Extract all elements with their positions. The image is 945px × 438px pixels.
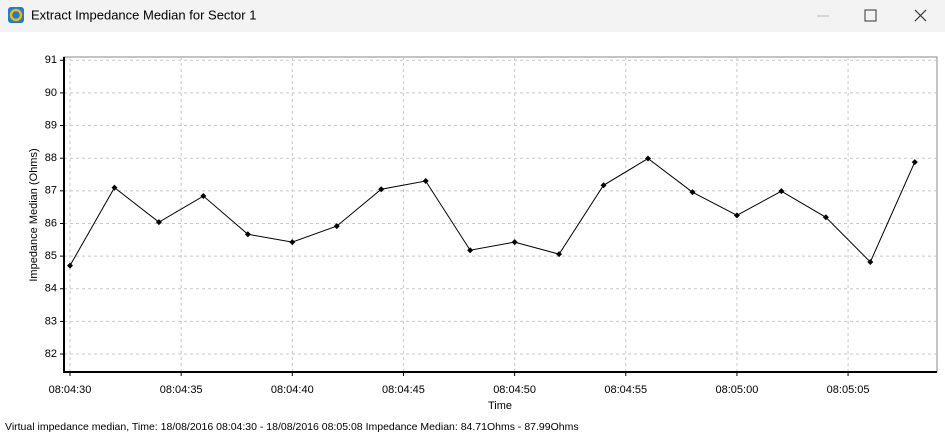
data-line xyxy=(69,157,916,266)
y-tick-label: 82 xyxy=(45,348,57,360)
x-tick-label: 08:05:00 xyxy=(716,384,759,396)
x-tick-label: 08:04:50 xyxy=(493,384,536,396)
data-point xyxy=(333,223,340,230)
y-tick-label: 84 xyxy=(45,283,57,295)
data-point xyxy=(600,182,607,189)
y-tick-label: 88 xyxy=(45,152,57,164)
close-button[interactable] xyxy=(914,9,927,22)
data-point xyxy=(378,186,385,193)
x-tick-label: 08:04:55 xyxy=(604,384,647,396)
maximize-button[interactable] xyxy=(864,9,877,22)
y-tick-label: 90 xyxy=(45,87,57,99)
x-tick-label: 08:04:40 xyxy=(271,384,314,396)
title-bar xyxy=(0,0,945,32)
x-tick-label: 08:04:35 xyxy=(160,384,203,396)
data-point xyxy=(778,188,785,195)
y-tick-label: 87 xyxy=(45,185,57,197)
y-tick-label: 86 xyxy=(45,217,57,229)
data-point xyxy=(289,239,296,246)
data-point xyxy=(422,178,429,185)
x-axis-label: Time xyxy=(488,400,512,412)
data-point xyxy=(200,193,207,200)
data-point xyxy=(511,239,518,246)
data-point xyxy=(556,251,563,258)
x-tick-label: 08:05:05 xyxy=(827,384,870,396)
y-axis-label: Impedance Median (Ohms) xyxy=(28,148,40,281)
status-text: Virtual impedance median, Time: 18/08/20… xyxy=(5,421,579,433)
window-title: Extract Impedance Median for Sector 1 xyxy=(31,7,256,22)
data-point xyxy=(911,159,918,166)
data-point xyxy=(467,247,474,254)
data-point xyxy=(244,231,251,238)
chart: 82 83 84 85 86 87 88 89 90 91 08:04:30 08:04:35 08:0… xyxy=(45,54,937,396)
x-tick-label: 08:04:30 xyxy=(49,384,92,396)
data-point xyxy=(822,214,829,221)
data-point xyxy=(111,184,118,191)
app-icon xyxy=(8,7,24,23)
y-tick-label: 89 xyxy=(45,119,57,131)
x-tick-label: 08:04:45 xyxy=(382,384,425,396)
data-point xyxy=(733,212,740,219)
y-tick-label: 91 xyxy=(45,54,57,66)
data-point xyxy=(67,262,73,269)
y-tick-label: 83 xyxy=(45,315,57,327)
data-point xyxy=(645,155,651,162)
y-tick-label: 85 xyxy=(45,250,57,262)
data-point xyxy=(689,189,696,196)
data-point xyxy=(867,258,874,265)
data-point xyxy=(155,219,162,226)
plot-area xyxy=(63,56,938,373)
